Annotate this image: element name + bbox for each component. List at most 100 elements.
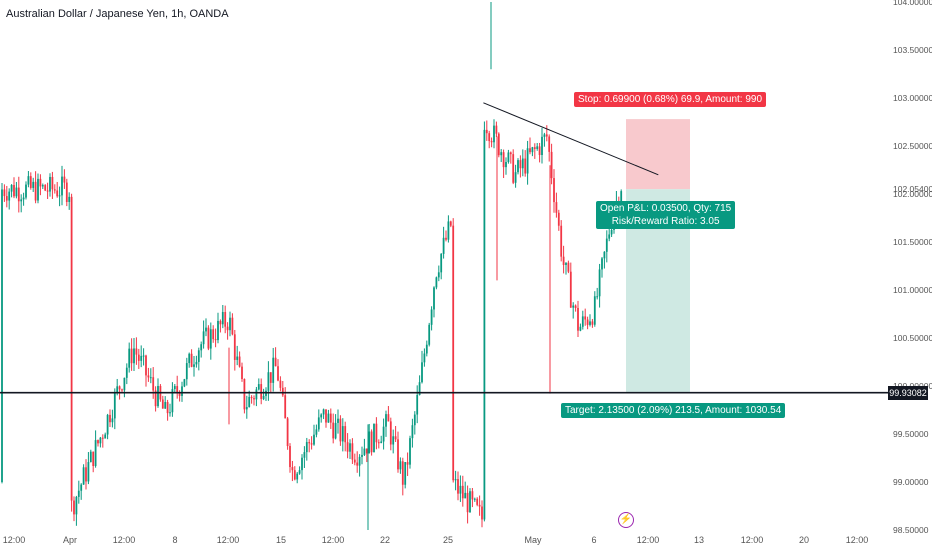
- candle-body: [293, 470, 296, 480]
- candle-body: [296, 473, 299, 480]
- candle-body: [5, 196, 8, 201]
- candle-body: [260, 384, 263, 399]
- candle-body: [349, 443, 351, 452]
- candle-body: [291, 467, 294, 471]
- candle-body: [579, 326, 582, 331]
- candle-body: [485, 129, 488, 134]
- candle-body: [157, 385, 159, 407]
- candle-body: [173, 386, 176, 390]
- time-tick: 20: [799, 535, 809, 545]
- candle-body: [569, 271, 572, 308]
- candle-body: [605, 238, 608, 252]
- candle-body: [248, 396, 251, 408]
- candle-body: [361, 454, 363, 457]
- candle-body: [387, 414, 390, 422]
- candle-body: [461, 485, 464, 499]
- candle-body: [610, 229, 613, 235]
- candle-body: [238, 356, 241, 367]
- candle-body: [423, 353, 426, 363]
- candle-body: [471, 491, 474, 500]
- candle-body: [315, 429, 318, 435]
- level-price-label: 99.93082: [888, 385, 928, 400]
- candle-body: [567, 262, 570, 272]
- time-tick: 12:00: [217, 535, 240, 545]
- candle-body: [490, 141, 493, 143]
- candle-body: [149, 377, 152, 379]
- candle-body: [574, 305, 577, 308]
- candle-body: [591, 321, 594, 325]
- stop-zone[interactable]: [626, 119, 690, 190]
- candle-body: [269, 372, 272, 383]
- candle-body: [125, 367, 128, 378]
- time-tick: Apr: [63, 535, 77, 545]
- time-tick: 13: [694, 535, 704, 545]
- candle-body: [104, 434, 107, 439]
- open-pnl-text: Open P&L: 0.03500, Qty: 715: [600, 203, 732, 215]
- candle-body: [25, 184, 27, 198]
- candle-body: [56, 190, 59, 197]
- candle-body: [207, 327, 210, 349]
- time-tick: 12:00: [3, 535, 26, 545]
- candle-body: [538, 146, 541, 156]
- candle-body: [519, 160, 522, 169]
- target-label[interactable]: Target: 2.13500 (2.09%) 213.5, Amount: 1…: [561, 402, 786, 418]
- candle-body: [73, 500, 75, 515]
- stop-loss-label[interactable]: Stop: 0.69900 (0.68%) 69.9, Amount: 990: [574, 92, 767, 108]
- risk-reward-text: Risk/Reward Ratio: 3.05: [611, 216, 720, 228]
- open-pnl-label[interactable]: Open P&L: 0.03500, Qty: 715 Risk/Reward …: [596, 201, 736, 230]
- candle-body: [281, 387, 284, 396]
- lightning-icon[interactable]: ⚡: [618, 512, 634, 528]
- candle-body: [488, 133, 491, 142]
- candle-body: [495, 125, 498, 134]
- candle-body: [411, 425, 414, 439]
- candle-body: [428, 324, 431, 345]
- candle-body: [70, 196, 73, 501]
- candle-body: [193, 364, 195, 367]
- candle-body: [128, 348, 131, 368]
- candle-body: [421, 362, 423, 383]
- candle-body: [454, 479, 457, 481]
- candle-body: [337, 418, 339, 423]
- price-tick: 98.50000: [893, 525, 929, 535]
- candle-body: [154, 390, 157, 407]
- candle-body: [310, 443, 313, 445]
- trendline[interactable]: [483, 102, 659, 176]
- candle-body: [200, 344, 203, 351]
- time-tick: 12:00: [741, 535, 764, 545]
- time-tick: May: [524, 535, 542, 545]
- candle-body: [346, 442, 349, 452]
- price-tick: 100.50000: [893, 333, 932, 343]
- candle-body: [303, 452, 306, 458]
- candle-body: [593, 296, 596, 325]
- candle-body: [382, 426, 385, 442]
- candle-body: [106, 414, 109, 435]
- candle-body: [250, 396, 253, 399]
- candle-body: [509, 152, 512, 155]
- candle-body: [320, 414, 323, 418]
- candle-body: [20, 199, 23, 202]
- candle-body: [10, 184, 13, 192]
- candle-body: [212, 329, 215, 340]
- candle-body: [601, 258, 603, 270]
- candle-body: [305, 442, 308, 453]
- time-tick: 15: [276, 535, 286, 545]
- candle-body: [442, 237, 445, 254]
- candle-body: [8, 191, 11, 201]
- time-tick: 12:00: [846, 535, 869, 545]
- candle-body: [46, 190, 49, 192]
- candle-body: [572, 305, 575, 308]
- candle-body: [368, 431, 371, 454]
- candle-body: [353, 459, 356, 463]
- candle-body: [171, 389, 174, 413]
- candle-body: [142, 355, 145, 357]
- candle-body: [85, 467, 87, 482]
- candle-body: [416, 394, 419, 415]
- candle-body: [413, 414, 416, 426]
- candle-body: [313, 434, 315, 445]
- candle-body: [445, 237, 447, 240]
- candle-body: [409, 438, 411, 465]
- candle-body: [113, 392, 116, 419]
- candle-body: [164, 402, 167, 409]
